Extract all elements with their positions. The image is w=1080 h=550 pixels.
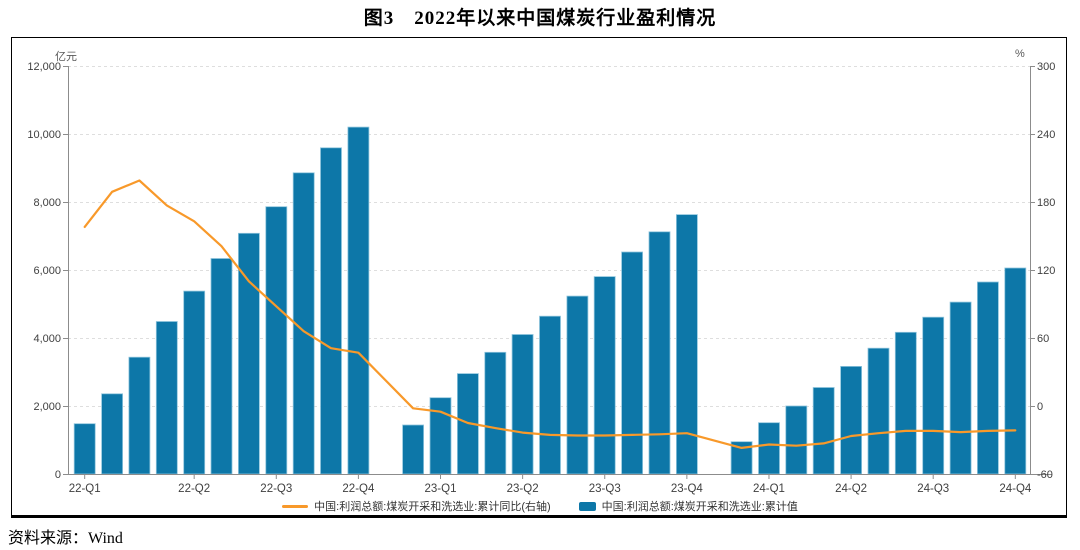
chart-legend: 中国:利润总额:煤炭开采和洗选业:累计同比(右轴) 中国:利润总额:煤炭开采和洗选… [0, 498, 1080, 514]
bar-2023-03 [429, 397, 452, 475]
bar-2024-11 [977, 281, 999, 475]
figure-title: 图3 2022年以来中国煤炭行业盈利情况 [363, 8, 717, 29]
right-axis-tick-label: -60 [1037, 469, 1053, 481]
x-axis-tick-label: 23-Q1 [425, 483, 457, 495]
bar-2024-12 [1004, 267, 1027, 475]
bar-2022-06 [183, 290, 206, 475]
x-axis-tick-label: 23-Q4 [671, 483, 704, 495]
left-axis-tick-label: 12,000 [27, 61, 61, 73]
bar-2022-07 [210, 258, 233, 475]
bar-2022-08 [237, 232, 260, 475]
x-axis-tick-label: 23-Q2 [507, 483, 539, 495]
legend-bar-marker-icon [578, 501, 596, 511]
x-axis-tick-label: 24-Q1 [753, 483, 785, 495]
x-axis-tick-label: 24-Q2 [835, 483, 867, 495]
source-note: 资料来源：Wind [8, 530, 123, 547]
bar-2022-04 [128, 356, 151, 475]
left-axis-tick-label: 0 [55, 469, 61, 481]
bar-2024-10 [949, 301, 972, 475]
x-axis-tick-label: 22-Q3 [260, 483, 292, 495]
bar-2023-08 [566, 295, 589, 475]
bar-2024-07 [867, 347, 890, 475]
bar-2023-11 [648, 231, 671, 475]
bar-2022-11 [320, 147, 342, 475]
x-axis-tick-label: 22-Q1 [69, 483, 101, 495]
legend-item: 中国:利润总额:煤炭开采和洗选业:累计同比(右轴) [282, 498, 551, 514]
x-axis-tick-label: 23-Q3 [589, 483, 621, 495]
bar-2024-08 [894, 331, 917, 475]
left-axis-unit-label: 亿元 [55, 51, 77, 63]
bar-2023-09 [593, 276, 616, 475]
x-axis-tick-label: 24-Q3 [917, 483, 949, 495]
bar-2022-02 [73, 423, 96, 475]
bar-2024-06 [840, 365, 862, 475]
right-axis-tick-label: 240 [1037, 129, 1055, 141]
left-axis-tick-label: 6,000 [33, 265, 61, 277]
x-axis-tick-label: 22-Q4 [342, 483, 375, 495]
legend-item-label: 中国:利润总额:煤炭开采和洗选业:累计值 [601, 501, 798, 513]
bar-2022-12 [347, 126, 370, 475]
bar-2022-05 [155, 321, 178, 475]
right-axis-tick-label: 0 [1037, 401, 1043, 413]
right-axis-unit-label: % [1015, 48, 1025, 60]
right-axis-tick-label: 60 [1037, 333, 1049, 345]
bar-2024-09 [922, 316, 945, 475]
bar-2023-05 [484, 351, 507, 475]
bar-2024-05 [812, 387, 835, 475]
left-axis-tick-label: 4,000 [33, 333, 61, 345]
legend-line-marker-icon [282, 504, 309, 508]
bar-2023-02 [402, 424, 425, 475]
bar-2023-10 [621, 251, 643, 475]
bar-2022-09 [265, 206, 288, 475]
right-axis-tick-label: 180 [1037, 197, 1055, 209]
bar-2023-07 [539, 315, 561, 475]
x-axis-tick-label: 24-Q4 [999, 483, 1032, 495]
left-axis-tick-label: 2,000 [33, 401, 61, 413]
legend-item: 中国:利润总额:煤炭开采和洗选业:累计值 [578, 498, 798, 514]
yoy-line [83, 179, 1017, 449]
left-axis-tick-label: 10,000 [27, 129, 61, 141]
bar-2023-06 [511, 334, 534, 475]
bar-2024-04 [785, 405, 808, 475]
left-axis-tick-label: 8,000 [33, 197, 61, 209]
bar-2024-03 [758, 422, 780, 475]
bar-2022-03 [101, 393, 123, 475]
x-axis-tick-label: 22-Q2 [178, 483, 210, 495]
right-axis-tick-label: 120 [1037, 265, 1055, 277]
legend-item-label: 中国:利润总额:煤炭开采和洗选业:累计同比(右轴) [314, 501, 551, 513]
right-axis-tick-label: 300 [1037, 61, 1055, 73]
